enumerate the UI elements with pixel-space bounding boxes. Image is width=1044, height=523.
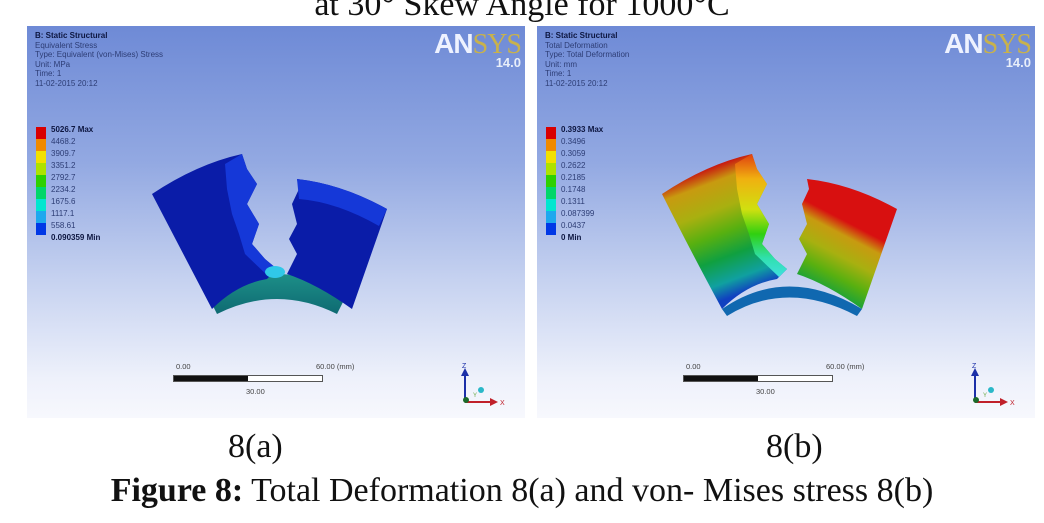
logo-sys: SYS [472, 29, 522, 60]
logo-an: AN [944, 28, 983, 59]
analysis-title: B: Static Structural [35, 31, 108, 40]
axis-x-label: X [1010, 400, 1015, 407]
logo-sys: SYS [982, 29, 1032, 60]
legend-value: 0.0437 [561, 221, 586, 230]
axis-triad-icon: Z Y X [971, 363, 1015, 407]
axis-z-label: Z [972, 363, 977, 370]
ansys-version: 14.0 [495, 55, 521, 70]
legend-value: 3351.2 [51, 161, 76, 170]
legend-value: 2792.7 [51, 173, 76, 182]
axis-triad-icon: Z Y X [461, 363, 505, 407]
legend-value: 2234.2 [51, 185, 76, 194]
legend-value: 3909.7 [51, 149, 76, 158]
legend-value: 0.2185 [561, 173, 586, 182]
analysis-title: B: Static Structural [545, 31, 618, 40]
legend-value: 0.3496 [561, 137, 586, 146]
legend-labels: 5026.7 Max 4468.2 3909.7 3351.2 2792.7 2… [51, 124, 100, 244]
scale-mid: 30.00 [756, 387, 775, 396]
legend-max: 0.3933 Max [561, 125, 604, 134]
scale-end: 60.00 (mm) [826, 362, 865, 371]
legend-max: 5026.7 Max [51, 125, 94, 134]
axis-z-label: Z [462, 363, 467, 370]
figure-caption: Figure 8: Total Deformation 8(a) and von… [0, 472, 1044, 510]
legend-min: 0.090359 Min [51, 233, 101, 242]
result-date: 11-02-2015 20:12 [35, 78, 98, 88]
figure-header-fragment: at 30° Skew Angle for 1000°C [314, 0, 730, 23]
legend-color-bar [546, 127, 556, 235]
legend-value: 0.3059 [561, 149, 586, 158]
legend-value: 1117.1 [51, 209, 75, 218]
scale-start: 0.00 [176, 362, 191, 371]
legend-value: 0.087399 [561, 209, 595, 218]
ansys-logo: ANSYS 14.0 [434, 28, 522, 70]
result-name: Total Deformation [545, 40, 608, 50]
result-type: Type: Equivalent (von-Mises) Stress [35, 50, 164, 59]
ansys-logo: ANSYS 14.0 [944, 28, 1032, 70]
legend-color-bar [36, 127, 46, 235]
result-time: Time: 1 [545, 69, 572, 78]
axis-y-label: Y [473, 393, 477, 399]
legend-min: 0 Min [561, 233, 582, 242]
gear-segment-deformation-model [662, 154, 897, 316]
legend-value: 0.1311 [561, 197, 585, 206]
ansys-viewport-equivalent-stress: B: Static Structural Equivalent Stress T… [27, 26, 525, 418]
result-time: Time: 1 [35, 69, 62, 78]
axis-y-label: Y [983, 393, 987, 399]
result-date: 11-02-2015 20:12 [545, 78, 608, 88]
ansys-version: 14.0 [1005, 55, 1031, 70]
ansys-viewport-total-deformation: B: Static Structural Total Deformation T… [537, 26, 1035, 418]
gear-segment-stress-model [152, 154, 387, 314]
result-info-block: B: Static Structural Total Deformation T… [545, 31, 629, 88]
scale-bar-graphic [683, 375, 833, 382]
legend-value: 1675.6 [51, 197, 76, 206]
result-type: Type: Total Deformation [545, 50, 630, 59]
caption-label: Figure 8: [110, 472, 244, 509]
scale-bar-graphic [173, 375, 323, 382]
subfigure-label-b: 8(b) [766, 428, 823, 465]
result-unit: Unit: MPa [35, 59, 71, 69]
result-info-block: B: Static Structural Equivalent Stress T… [35, 31, 163, 88]
legend-value: 0.2622 [561, 161, 586, 170]
result-name: Equivalent Stress [35, 40, 98, 50]
subfigure-label-a: 8(a) [228, 428, 283, 465]
legend-value: 4468.2 [51, 137, 76, 146]
result-unit: Unit: mm [545, 59, 577, 69]
scale-mid: 30.00 [246, 387, 265, 396]
scale-end: 60.00 (mm) [316, 362, 355, 371]
legend-value: 0.1748 [561, 185, 586, 194]
scale-start: 0.00 [686, 362, 701, 371]
caption-text: Total Deformation 8(a) and von- Mises st… [243, 472, 934, 509]
logo-an: AN [434, 28, 473, 59]
axis-x-label: X [500, 400, 505, 407]
legend-value: 558.61 [51, 221, 76, 230]
legend-labels: 0.3933 Max 0.3496 0.3059 0.2622 0.2185 0… [561, 124, 603, 244]
